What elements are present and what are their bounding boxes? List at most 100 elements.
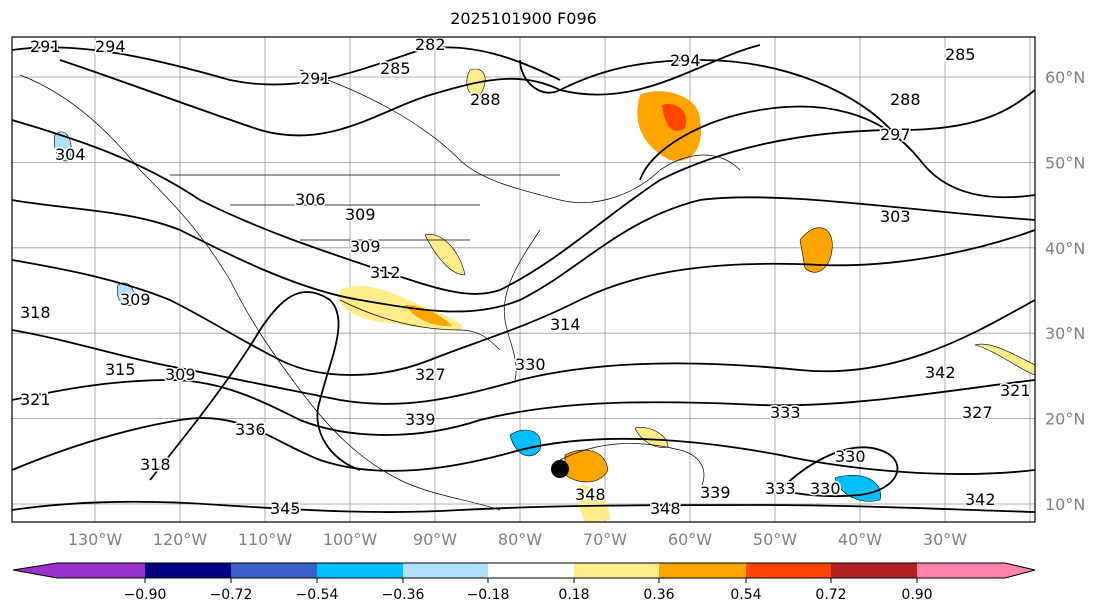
colorbar-segment [659, 563, 746, 578]
coastlines [19, 69, 741, 511]
shade-blue-2 [834, 474, 881, 502]
latitude-label: 60°N [1045, 68, 1085, 87]
shade-atlantic-orange [799, 227, 833, 273]
contour-label: 318 [20, 303, 51, 322]
contour-label: 309 [345, 205, 376, 224]
longitude-label: 110°W [238, 530, 293, 549]
longitude-label: 60°W [668, 530, 712, 549]
contour-label: 333 [765, 479, 796, 498]
colorbar-segment [403, 563, 488, 578]
contour-label: 303 [880, 207, 911, 226]
contour-label: 294 [95, 37, 126, 56]
latitude-label: 30°N [1045, 324, 1085, 343]
contour-label: 348 [575, 485, 606, 504]
contour-label: 342 [925, 363, 956, 382]
contour-label: 321 [20, 390, 51, 409]
longitude-label: 130°W [68, 530, 123, 549]
contour-label: 294 [670, 51, 701, 70]
contour-label: 288 [470, 90, 501, 109]
contour-label: 330 [515, 355, 546, 374]
colorbar-tick-label: −0.36 [382, 587, 425, 603]
colorbar-segment [317, 563, 403, 578]
contour-label: 339 [405, 410, 436, 429]
contour-label: 309 [350, 237, 381, 256]
contour-label: 288 [890, 90, 921, 109]
shade-yellow-2 [424, 233, 466, 276]
colorbar-tick-label: −0.90 [124, 587, 167, 603]
contour-label: 327 [962, 403, 993, 422]
longitude-label: 30°W [923, 530, 967, 549]
colorbar-tick-label: 0.72 [815, 587, 846, 603]
contour-label: 306 [295, 190, 326, 209]
contour-label: 297 [880, 125, 911, 144]
shade-blue-4 [54, 131, 72, 162]
colorbar-segment [57, 563, 145, 578]
latitude-label: 20°N [1045, 410, 1085, 429]
contour-label: 314 [550, 315, 581, 334]
contour-label: 315 [105, 360, 136, 379]
contours [12, 44, 1035, 513]
longitude-labels: 130°W 120°W 110°W 100°W 90°W 80°W 70°W 60°W 50°W… [68, 530, 967, 549]
shade-caribbean-orange [564, 449, 609, 483]
longitude-label: 50°W [753, 530, 797, 549]
contour-label: 285 [380, 59, 411, 78]
shade-caribbean-yellow [577, 485, 610, 522]
chart-title: 2025101900 F096 [450, 9, 597, 28]
contour-label: 309 [120, 290, 151, 309]
latitude-label: 50°N [1045, 153, 1085, 172]
colorbar-extend-high [1005, 563, 1035, 578]
colorbar-segment [574, 563, 659, 578]
contour-label: 304 [55, 145, 86, 164]
contour-label: 333 [770, 403, 801, 422]
contour-label: 330 [835, 447, 866, 466]
longitude-label: 40°W [838, 530, 882, 549]
shade-labrador-red [662, 104, 687, 131]
colorbar-segment [231, 563, 317, 578]
map-frame [11, 36, 1036, 523]
colorbar-tick-label: 0.36 [643, 587, 674, 603]
latitude-labels: 60°N 50°N 40°N 30°N 20°N 10°N [1045, 68, 1085, 514]
colorbar-segment [831, 563, 917, 578]
shade-blue-3 [117, 282, 135, 306]
marker-dot [551, 460, 569, 478]
colorbar-tick-label: −0.72 [210, 587, 253, 603]
longitude-label: 80°W [498, 530, 542, 549]
colorbar-extend-low [13, 563, 57, 578]
contour-label: 285 [945, 45, 976, 64]
contour-label: 312 [370, 263, 401, 282]
colorbar: −0.90 −0.72 −0.54 −0.36 −0.18 0.18 0.36 0.54 0.7… [12, 562, 1036, 603]
colorbar-segment [917, 563, 1005, 578]
contour-label: 318 [140, 455, 171, 474]
longitude-label: 120°W [153, 530, 208, 549]
shade-gulf-orange [405, 305, 452, 327]
colorbar-tick-label: −0.18 [467, 587, 510, 603]
contour-label: 321 [1000, 381, 1031, 400]
contour-label: 327 [415, 365, 446, 384]
longitude-label: 70°W [583, 530, 627, 549]
contour-label: 339 [700, 483, 731, 502]
contour-label: 330 [810, 479, 841, 498]
shade-blue-1 [509, 429, 542, 457]
colorbar-segment [488, 563, 574, 578]
contour-label: 291 [300, 69, 331, 88]
colorbar-segment [746, 563, 831, 578]
colorbar-tick-label: 0.18 [558, 587, 589, 603]
colorbar-outline [12, 562, 1036, 579]
contour-label: 345 [270, 499, 301, 518]
longitude-label: 100°W [323, 530, 378, 549]
shade-yellow-east [973, 343, 1035, 376]
shaded-fields [54, 68, 1035, 522]
contour-label: 348 [650, 499, 681, 518]
colorbar-tick-label: 0.54 [730, 587, 761, 603]
longitude-label: 90°W [413, 530, 457, 549]
contour-label: 336 [235, 420, 266, 439]
contour-label: 309 [165, 365, 196, 384]
latitude-label: 40°N [1045, 239, 1085, 258]
colorbar-tick-label: −0.54 [296, 587, 339, 603]
colorbar-segment [145, 563, 231, 578]
contour-label: 282 [415, 35, 446, 54]
latitude-label: 10°N [1045, 495, 1085, 514]
contour-label: 342 [965, 490, 996, 509]
